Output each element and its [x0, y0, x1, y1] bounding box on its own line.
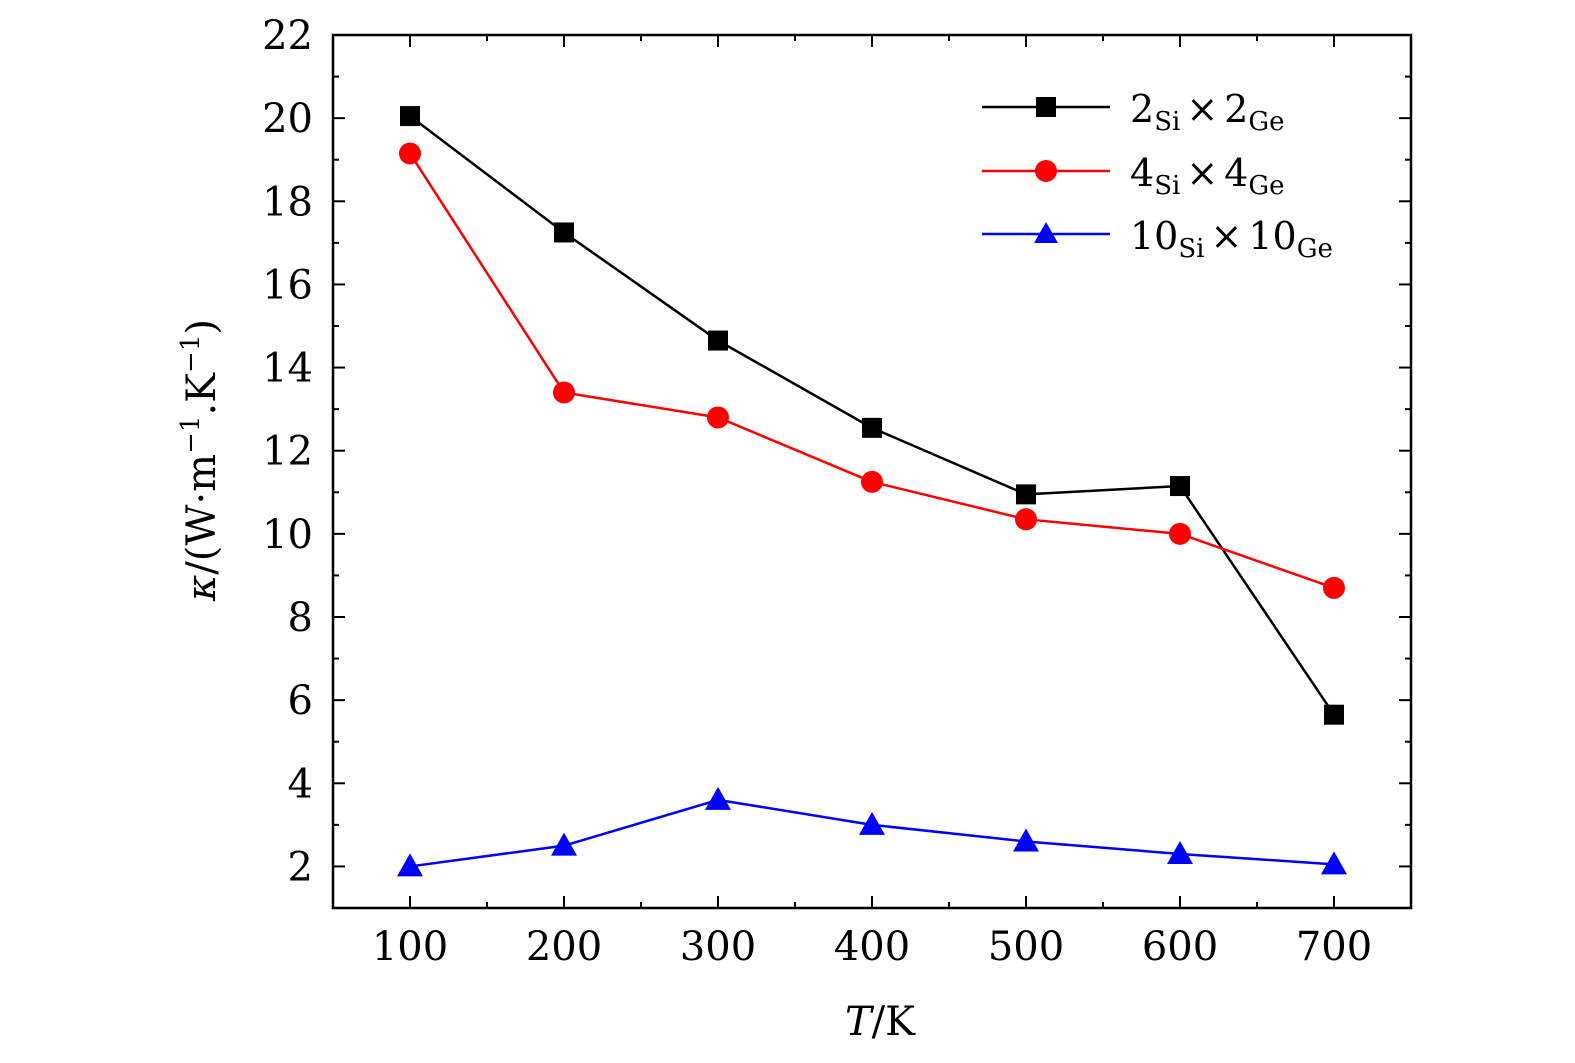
data-point-series-2 — [707, 406, 729, 429]
y-axis-unit-close: ) — [179, 319, 225, 335]
data-point-series-3 — [551, 832, 577, 856]
legend-label-series-2: 4Si × 4Ge — [1130, 151, 1285, 201]
axis-tick-labels: 100 200 300 400 500 600 700 2 4 6 8 10 12 14 16 18 20 22 — [262, 13, 1372, 970]
data-point-series-1 — [400, 106, 420, 127]
legend-marker-series-1 — [1036, 97, 1056, 117]
data-point-series-3 — [397, 853, 423, 877]
data-point-series-2 — [1323, 576, 1345, 599]
x-axis-variable: T — [845, 999, 875, 1045]
axis-ticks — [333, 34, 1411, 908]
legend-entry-series-3: 10Si × 10Ge — [982, 214, 1333, 264]
legend-label-series-1: 2Si × 2Ge — [1130, 87, 1285, 137]
y-axis-title: κ/(W·m−1.K−1) — [176, 319, 225, 602]
legend-marker-series-3 — [1034, 222, 1058, 243]
legend-marker-series-2 — [1035, 160, 1057, 182]
data-point-series-1 — [708, 330, 728, 351]
data-point-series-3 — [1167, 840, 1193, 864]
data-point-series-2 — [1015, 508, 1037, 531]
data-point-series-2 — [861, 470, 883, 493]
data-point-series-1 — [862, 417, 882, 438]
y-tick-label: 20 — [262, 96, 313, 142]
y-tick-label: 10 — [262, 512, 313, 558]
legend-entry-series-1: 2Si × 2Ge — [982, 87, 1285, 137]
data-point-series-1 — [1170, 476, 1190, 497]
y-axis-exp-2: −1 — [176, 335, 206, 373]
legend: 2Si × 2Ge 4Si × 4Ge 10Si × 10Ge — [982, 87, 1333, 264]
y-axis-exp-1: −1 — [176, 416, 206, 454]
y-axis-variable: κ — [179, 575, 225, 602]
y-axis-unit-open: /(W·m — [179, 454, 225, 575]
x-tick-label: 200 — [526, 924, 602, 970]
series-line-2 — [408, 152, 1335, 590]
data-point-series-3 — [1321, 851, 1347, 875]
x-axis-unit: K — [885, 999, 916, 1045]
series-markers — [397, 106, 1347, 877]
legend-entry-series-2: 4Si × 4Ge — [982, 151, 1285, 201]
y-tick-label: 16 — [262, 262, 313, 308]
x-tick-label: 700 — [1296, 924, 1372, 970]
x-tick-label: 300 — [680, 924, 756, 970]
y-tick-label: 2 — [288, 844, 313, 890]
data-point-series-3 — [1013, 828, 1039, 852]
x-tick-label: 600 — [1142, 924, 1218, 970]
x-axis-title: T/K — [845, 999, 916, 1045]
y-axis-unit-mid: .K — [179, 372, 225, 416]
data-point-series-2 — [553, 381, 575, 404]
data-point-series-2 — [399, 142, 421, 165]
data-point-series-1 — [1016, 484, 1036, 505]
data-point-series-1 — [1324, 704, 1344, 725]
y-tick-label: 14 — [262, 346, 313, 392]
data-point-series-3 — [705, 786, 731, 810]
y-tick-label: 8 — [288, 595, 313, 641]
data-point-series-1 — [554, 222, 574, 243]
legend-label-series-3: 10Si × 10Ge — [1130, 214, 1333, 264]
y-tick-label: 6 — [288, 678, 313, 724]
y-tick-label: 22 — [262, 13, 313, 59]
data-point-series-2 — [1169, 522, 1191, 545]
y-tick-label: 18 — [262, 179, 313, 225]
y-tick-label: 12 — [262, 429, 313, 475]
x-tick-label: 400 — [834, 924, 910, 970]
series-line-1 — [409, 115, 1336, 716]
x-tick-label: 500 — [988, 924, 1064, 970]
y-tick-label: 4 — [288, 761, 313, 807]
data-point-series-3 — [859, 811, 885, 835]
x-tick-label: 100 — [372, 924, 448, 970]
